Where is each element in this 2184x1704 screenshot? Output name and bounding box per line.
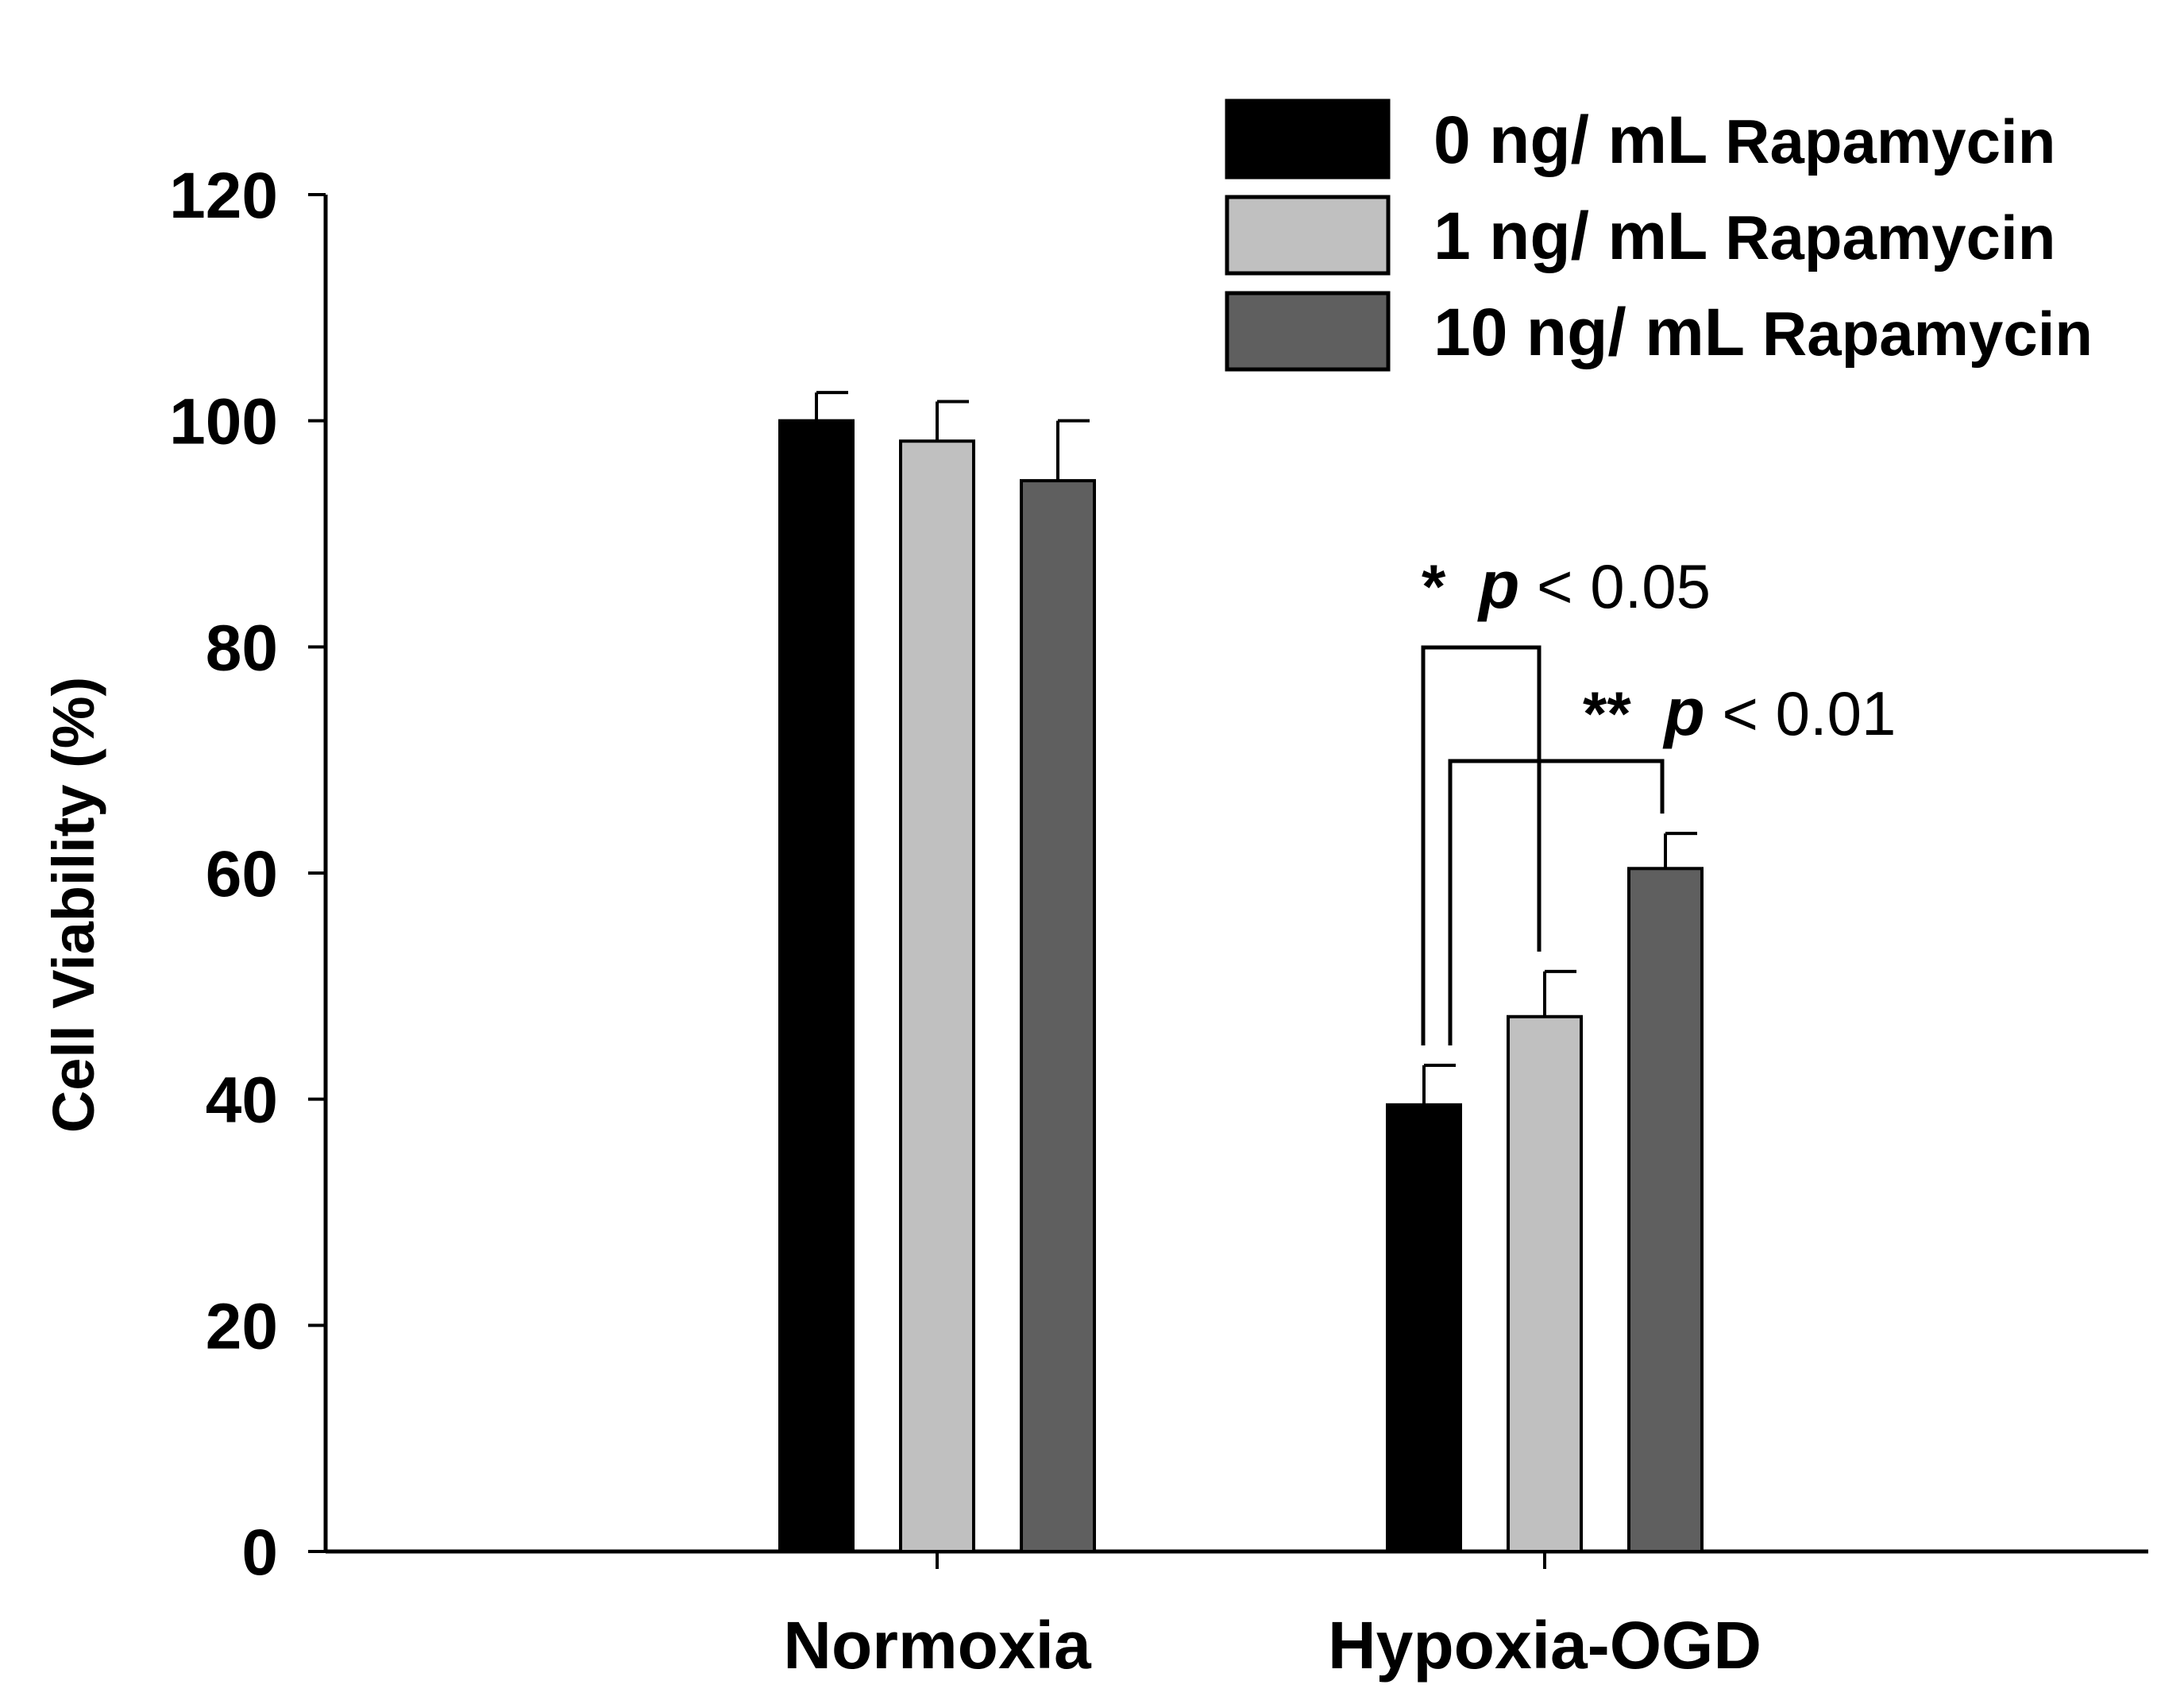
legend-label: 0 ng/ mL Rapamycin <box>1433 102 2055 177</box>
legend-label: 10 ng/ mL Rapamycin <box>1433 295 2093 369</box>
y-tick-label: 120 <box>169 160 278 232</box>
bracket-p001 <box>1448 759 1665 1045</box>
y-tick-label: 100 <box>169 386 278 458</box>
legend-swatch <box>1225 291 1391 372</box>
bracket-p005 <box>1421 645 1542 1045</box>
y-axis-title: Cell Viability (%) <box>41 677 106 1133</box>
x-category-label: Hypoxia-OGD <box>1328 1608 1761 1683</box>
bars <box>778 391 1704 1554</box>
bar <box>778 419 855 1554</box>
bar <box>1386 1103 1462 1553</box>
bar <box>1507 1014 1583 1553</box>
legend-label: 1 ng/ mL Rapamycin <box>1433 199 2055 273</box>
legend: 0 ng/ mL Rapamycin 1 ng/ mL Rapamycin 10 n… <box>1225 99 2093 372</box>
legend-swatch <box>1225 195 1391 276</box>
x-category-label: Normoxia <box>783 1608 1092 1683</box>
annotation-p005: * p < 0.05 <box>1422 547 1711 622</box>
bar <box>1020 479 1096 1553</box>
y-tick-label: 80 <box>206 612 278 684</box>
axes: 0 20 40 60 80 100 120 Normoxia Hypoxia-OGD Cell V… <box>41 160 2148 1683</box>
y-tick-label: 20 <box>206 1290 278 1362</box>
y-tick-label: 0 <box>241 1517 278 1589</box>
significance-annotations: * p < 0.05 ** p < 0.01 <box>1421 547 1896 1045</box>
annotation-p001: ** p < 0.01 <box>1583 674 1896 749</box>
y-tick-label: 60 <box>206 838 278 910</box>
bar <box>899 439 975 1554</box>
legend-swatch <box>1225 99 1391 180</box>
y-tick-label: 40 <box>206 1065 278 1137</box>
bar <box>1627 867 1704 1553</box>
